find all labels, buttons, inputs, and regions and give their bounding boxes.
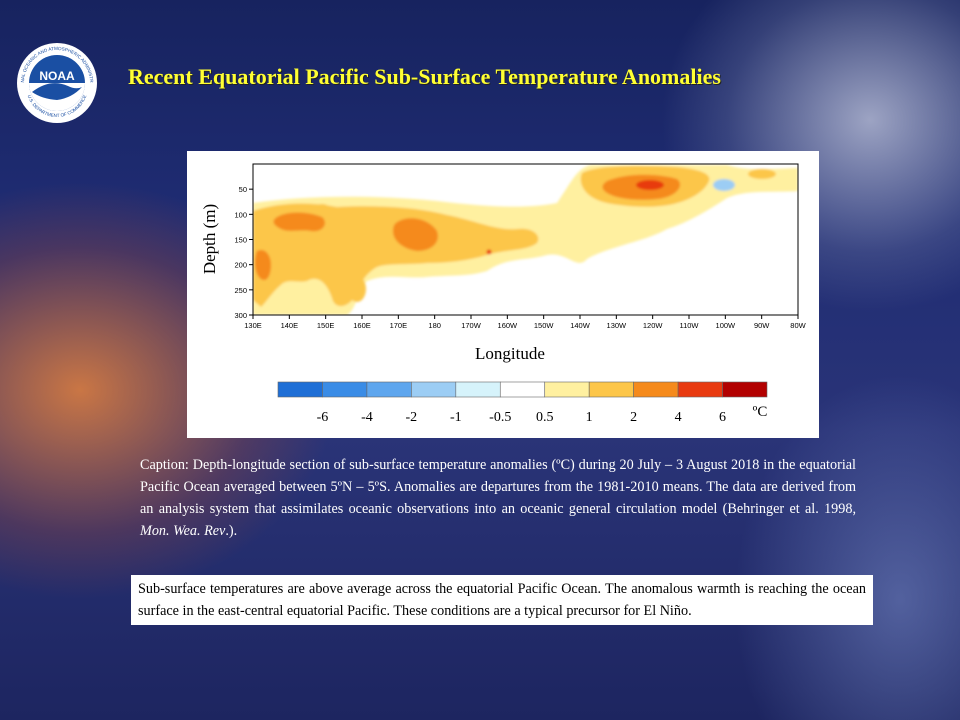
x-tick-label: 100W [716,321,737,330]
region-4-6 [636,180,664,190]
region-2-4 [254,249,271,281]
x-tick-label: 160E [353,321,371,330]
x-tick-label: 130W [607,321,628,330]
y-axis-label: Depth (m) [200,204,219,274]
colorbar-swatch [499,381,546,398]
region-0p5-1 [287,281,327,315]
region-1-2 [348,276,366,302]
colorbar-tick-label: 0.5 [536,410,554,425]
x-tick-label: 150E [317,321,335,330]
figure-caption: Caption: Depth-longitude section of sub-… [140,454,856,542]
x-tick-label: 80W [790,321,806,330]
x-tick-label: 120W [643,321,664,330]
x-tick-label: 90W [754,321,770,330]
x-axis-label: Longitude [475,344,545,363]
x-tick-label: 170W [461,321,482,330]
y-tick-label: 150 [234,236,247,245]
caption-text: Caption: Depth-longitude section of sub-… [140,457,856,517]
y-tick-label: 100 [234,210,247,219]
x-tick-label: 140W [570,321,591,330]
colorbar-swatch [677,381,723,398]
x-tick-label: 140E [281,321,299,330]
colorbar-swatch [633,381,679,398]
axis-ticks: 130E 140E 150E 160E 170E 180 170W 160W 150W 140W 1… [234,185,806,330]
colorbar-tick-label: 1 [586,410,593,425]
y-tick-label: 300 [234,311,247,320]
colorbar-swatch [277,381,323,398]
anomaly-chart: 130E 140E 150E 160E 170E 180 170W 160W 150W 140W 1… [200,163,807,425]
region-1-2 [253,203,539,307]
logo-wordmark: NOAA [39,69,75,83]
caption-end: .). [225,523,238,539]
colorbar-swatch [544,381,590,398]
caption-journal: Mon. Wea. Rev [140,523,226,539]
colorbar-tick-label: -4 [361,410,373,425]
colorbar-swatch [722,381,768,398]
colorbar-tick-label: 2 [630,410,637,425]
y-tick-label: 250 [234,286,247,295]
x-tick-label: 160W [498,321,519,330]
x-tick-label: 130E [244,321,262,330]
slide-title: Recent Equatorial Pacific Sub-Surface Te… [128,64,721,89]
colorbar-swatch [411,381,457,398]
region-2-4 [393,218,438,251]
colorbar-tick-label: -1 [450,410,462,425]
colorbar-swatch [588,381,634,398]
x-tick-label: 180 [428,321,441,330]
y-tick-label: 50 [239,185,247,194]
noaa-logo: NOAA NATIONAL OCEANIC AND ATMOSPHERIC AD… [16,42,97,123]
colorbar-swatch [322,381,368,398]
colorbar-unit: ºC [753,404,768,420]
y-tick-label: 200 [234,261,247,270]
region-1-2 [314,204,330,214]
region-4-6 [486,249,492,255]
colorbar-swatch [366,381,412,398]
x-tick-label: 110W [679,321,699,330]
colorbar-tick-label: 4 [675,410,682,425]
chart-panel: 130E 140E 150E 160E 170E 180 170W 160W 150W 140W 1… [187,151,819,438]
colorbar-tick-label: -0.5 [489,410,511,425]
colorbar: -6 -4 -2 -1 -0.5 0.5 1 2 4 6 [277,381,768,425]
x-tick-label: 170E [390,321,408,330]
region-cool [713,179,735,191]
region-1-2 [748,169,776,179]
region-2-4 [273,212,325,232]
colorbar-tick-label: 6 [719,410,726,425]
anomaly-field [253,165,798,315]
x-tick-label: 150W [534,321,555,330]
colorbar-tick-label: -6 [317,410,329,425]
colorbar-tick-label: -2 [406,410,418,425]
colorbar-swatch [455,381,501,398]
summary-box: Sub-surface temperatures are above avera… [131,575,873,625]
